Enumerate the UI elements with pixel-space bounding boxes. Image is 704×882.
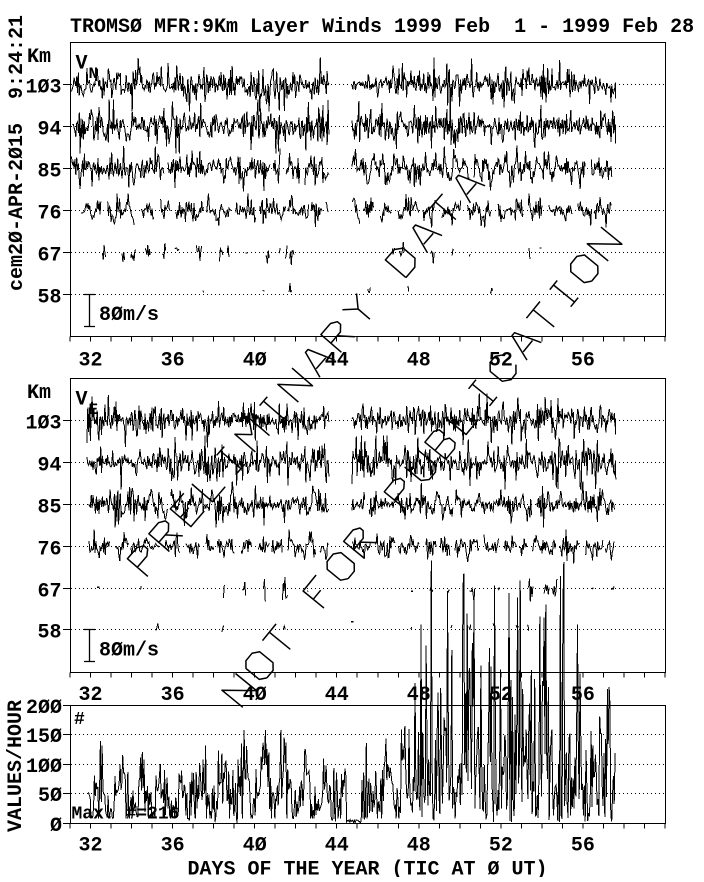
svg-text:58: 58 xyxy=(37,621,61,644)
svg-text:48: 48 xyxy=(407,684,431,707)
svg-text:Ø: Ø xyxy=(50,815,62,838)
svg-text:2ØØ: 2ØØ xyxy=(26,697,62,720)
svg-text:58: 58 xyxy=(37,286,61,309)
svg-text:8Øm/s: 8Øm/s xyxy=(99,640,159,663)
svg-text:V: V xyxy=(76,53,88,76)
svg-text:36: 36 xyxy=(161,350,185,373)
svg-text:#: # xyxy=(74,710,85,730)
svg-text:44: 44 xyxy=(325,350,349,373)
svg-text:VALUES/HOUR: VALUES/HOUR xyxy=(5,700,28,832)
svg-text:48: 48 xyxy=(407,350,431,373)
svg-text:52: 52 xyxy=(489,350,513,373)
svg-text:15Ø: 15Ø xyxy=(26,726,62,749)
svg-text:32: 32 xyxy=(78,835,102,858)
svg-text:48: 48 xyxy=(407,835,431,858)
svg-text:32: 32 xyxy=(78,684,102,707)
svg-text:8Øm/s: 8Øm/s xyxy=(99,304,159,327)
svg-text:V: V xyxy=(76,389,88,412)
svg-text:56: 56 xyxy=(571,684,595,707)
svg-text:44: 44 xyxy=(325,684,349,707)
svg-text:Km: Km xyxy=(27,382,51,405)
svg-text:36: 36 xyxy=(161,684,185,707)
svg-text:52: 52 xyxy=(489,835,513,858)
svg-text:1ØØ: 1ØØ xyxy=(26,756,62,779)
svg-text:56: 56 xyxy=(571,835,595,858)
svg-text:85: 85 xyxy=(37,496,61,519)
svg-text:5Ø: 5Ø xyxy=(38,785,62,808)
svg-text:4Ø: 4Ø xyxy=(243,835,267,858)
svg-text:94: 94 xyxy=(37,454,61,477)
svg-text:1Ø3: 1Ø3 xyxy=(25,412,61,435)
svg-text:36: 36 xyxy=(161,835,185,858)
svg-text:N: N xyxy=(89,65,99,83)
svg-text:Km: Km xyxy=(27,46,51,69)
svg-text:TROMSØ MFR:9Km Layer Winds 199: TROMSØ MFR:9Km Layer Winds 1999 Feb 1 - … xyxy=(70,16,694,39)
svg-text:1Ø3: 1Ø3 xyxy=(25,76,61,99)
svg-text:76: 76 xyxy=(37,202,61,225)
svg-text:32: 32 xyxy=(78,350,102,373)
svg-text:4Ø: 4Ø xyxy=(243,684,267,707)
svg-text:DAYS OF THE YEAR (TIC AT Ø UT): DAYS OF THE YEAR (TIC AT Ø UT) xyxy=(187,859,547,878)
svg-text:4Ø: 4Ø xyxy=(243,350,267,373)
svg-text:76: 76 xyxy=(37,538,61,561)
svg-text:56: 56 xyxy=(571,350,595,373)
svg-text:85: 85 xyxy=(37,160,61,183)
svg-text:cem2Ø-APR-2Ø15 9:24:21: cem2Ø-APR-2Ø15 9:24:21 xyxy=(6,15,29,291)
svg-text:94: 94 xyxy=(37,118,61,141)
svg-text:67: 67 xyxy=(37,580,61,603)
svg-text:44: 44 xyxy=(325,835,349,858)
svg-text:67: 67 xyxy=(37,244,61,267)
